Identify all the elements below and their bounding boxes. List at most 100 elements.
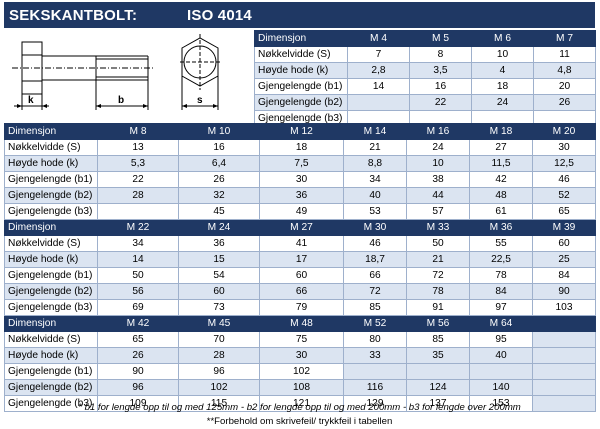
row-label: Gjengelengde (b2) [4,379,98,396]
cell: 10 [471,46,534,63]
row-label: Gjengelengde (b3) [4,299,98,316]
header-cell: M 20 [532,123,596,140]
cell: 35 [406,347,470,364]
cell: 73 [178,299,260,316]
cell: 80 [343,331,407,348]
cell: 20 [533,78,596,95]
cell: 3,5 [409,62,472,79]
cell: 108 [259,379,344,396]
title-standard: ISO 4014 [187,7,252,24]
cell: 60 [178,283,260,300]
cell: 27 [469,139,533,156]
cell: 78 [406,283,470,300]
cell: 11 [533,46,596,63]
cell-empty [532,395,596,412]
table-row: Gjengelengde (b1) 14 16 18 20 [254,78,596,95]
cell: 33 [343,347,407,364]
cell: 75 [259,331,344,348]
row-label: Gjengelengde (b1) [4,363,98,380]
header-cell: M 27 [259,219,344,236]
cell: 13 [97,139,179,156]
cell: 8 [409,46,472,63]
cell: 14 [347,78,410,95]
header-cell: M 64 [469,315,533,332]
table-row: Gjengelengde (b1) 22 26 30 34 38 42 46 [4,171,596,188]
row-label: Nøkkelvidde (S) [4,235,98,252]
cell: 18,7 [343,251,407,268]
cell: 49 [259,203,344,220]
table-row: Gjengelengde (b3) 69 73 79 85 91 97 103 [4,299,596,316]
table-row: Nøkkelvidde (S) 7 8 10 11 [254,46,596,63]
cell: 53 [343,203,407,220]
cell: 140 [469,379,533,396]
cell: 70 [178,331,260,348]
cell: 109 [97,395,179,412]
title-bar: SEKSKANTBOLT: ISO 4014 [4,2,595,28]
header-cell: M 22 [97,219,179,236]
cell: 90 [532,283,596,300]
row-label: Gjengelengde (b2) [4,283,98,300]
row-label: Nøkkelvidde (S) [4,139,98,156]
header-cell-empty [532,315,596,332]
header-cell: M 7 [533,30,596,47]
header-cell: M 16 [406,123,470,140]
cell-empty [343,363,407,380]
table-row: Gjengelengde (b1) 50 54 60 66 72 78 84 [4,267,596,284]
footnote: * b1 for lengde opp til og med 125mm - b… [78,402,521,413]
table-row: Høyde hode (k) 2,8 3,5 4 4,8 [254,62,596,79]
row-label: Høyde hode (k) [4,155,98,172]
cell: 65 [532,203,596,220]
cell: 40 [469,347,533,364]
cell: 7 [347,46,410,63]
cell: 79 [259,299,344,316]
cell: 30 [259,347,344,364]
cell: 34 [343,171,407,188]
cell: 21 [343,139,407,156]
cell: 14 [97,251,179,268]
cell: 34 [97,235,179,252]
cell: 85 [406,331,470,348]
cell: 91 [406,299,470,316]
cell: 36 [259,187,344,204]
cell: 52 [532,187,596,204]
cell: 22,5 [469,251,533,268]
cell: 28 [97,187,179,204]
cell: 57 [406,203,470,220]
title-product: SEKSKANTBOLT: [9,7,138,24]
cell: 60 [532,235,596,252]
cell: 116 [343,379,407,396]
block-header-row: Dimensjon M 42 M 45 M 48 M 52 M 56 M 64 [4,315,596,332]
header-cell: Dimensjon [4,123,98,140]
cell: 26 [97,347,179,364]
table-row: Gjengelengde (b2) 28 32 36 40 44 48 52 [4,187,596,204]
cell: 26 [533,94,596,111]
cell: 18 [471,78,534,95]
cell: 6,4 [178,155,260,172]
header-cell: M 8 [97,123,179,140]
cell: 16 [409,78,472,95]
table-row: Nøkkelvidde (S) 65 70 75 80 85 95 [4,331,596,348]
cell: 90 [97,363,179,380]
bolt-drawing: k b s [4,30,254,118]
cell [347,94,410,111]
row-label: Gjengelengde (b1) [254,78,348,95]
row-label: Gjengelengde (b3) [4,203,98,220]
dim-label-b: b [118,95,124,106]
cell: 24 [471,94,534,111]
cell: 48 [469,187,533,204]
cell: 102 [259,363,344,380]
header-cell: M 42 [97,315,179,332]
table-row: Gjengelengde (b1) 90 96 102 [4,363,596,380]
cell-empty [532,363,596,380]
cell: 22 [97,171,179,188]
header-cell: M 14 [343,123,407,140]
header-cell: M 12 [259,123,344,140]
cell: 4 [471,62,534,79]
row-label: Høyde hode (k) [4,251,98,268]
cell: 102 [178,379,260,396]
block-header-row: Dimensjon M 8 M 10 M 12 M 14 M 16 M 18 M… [4,123,596,140]
cell: 22 [409,94,472,111]
cell: 32 [178,187,260,204]
cell: 97 [469,299,533,316]
dim-label-s: s [197,95,203,106]
